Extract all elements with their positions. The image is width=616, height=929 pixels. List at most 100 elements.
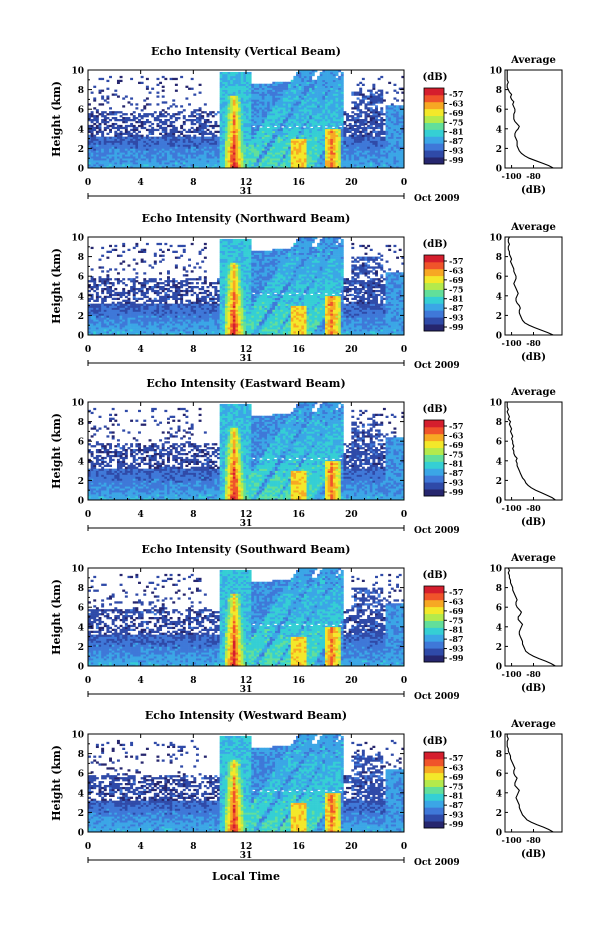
heatmap-cell	[143, 309, 147, 312]
heatmap-cell	[172, 132, 176, 135]
heatmap-cell	[314, 109, 318, 112]
heatmap-cell	[369, 93, 373, 96]
heatmap-cell	[301, 85, 305, 88]
heatmap-cell	[185, 144, 189, 147]
heatmap-cell	[364, 95, 368, 98]
heatmap-cell	[340, 154, 344, 157]
heatmap-cell	[209, 148, 213, 151]
heatmap-cell	[172, 158, 176, 161]
heatmap-cell	[325, 117, 328, 120]
heatmap-cell	[201, 134, 205, 137]
heatmap-cell	[251, 140, 255, 143]
heatmap-cell	[309, 130, 313, 134]
heatmap-cell	[151, 140, 155, 143]
heatmap-cell	[248, 115, 252, 118]
heatmap-cell	[401, 109, 405, 112]
heatmap-cell	[261, 117, 265, 120]
heatmap-cell	[138, 333, 141, 336]
heatmap-cell	[90, 162, 94, 165]
average-y-tick-label: 10	[489, 67, 502, 77]
heatmap-cell	[93, 126, 97, 130]
heatmap-cell	[124, 144, 128, 147]
heatmap-cell	[93, 152, 97, 155]
heatmap-cell	[114, 126, 118, 130]
heatmap-cell	[151, 160, 155, 163]
heatmap-cell	[148, 154, 152, 157]
heatmap-cell	[277, 162, 281, 165]
heatmap-cell	[359, 158, 363, 161]
heatmap-cell	[222, 132, 226, 135]
heatmap-cell	[145, 166, 149, 169]
heatmap-cell	[290, 130, 294, 134]
heatmap-cell	[353, 138, 357, 141]
heatmap-cell	[319, 142, 323, 145]
heatmap-cell	[277, 160, 281, 163]
heatmap-cell	[195, 140, 199, 143]
heatmap-cell	[296, 138, 299, 141]
heatmap-cell	[335, 71, 339, 75]
heatmap-cell	[135, 327, 139, 330]
heatmap-cell	[309, 134, 313, 137]
heatmap-cell	[285, 97, 289, 100]
heatmap-cell	[356, 105, 360, 108]
heatmap-cell	[122, 144, 126, 147]
heatmap-cell	[325, 87, 328, 90]
heatmap-cell	[348, 148, 352, 151]
heatmap-cell	[138, 287, 141, 291]
heatmap-cell	[119, 152, 123, 155]
heatmap-cell	[240, 97, 244, 100]
heatmap-cell	[330, 146, 334, 149]
heatmap-cell	[325, 164, 328, 167]
heatmap-cell	[90, 126, 94, 130]
heatmap-cell	[309, 150, 313, 153]
heatmap-cell	[259, 132, 263, 135]
heatmap-cell	[367, 115, 371, 118]
heatmap-cell	[101, 313, 105, 316]
heatmap-cell	[148, 280, 152, 283]
heatmap-cell	[261, 93, 265, 96]
heatmap-cell	[174, 136, 178, 139]
heatmap-cell	[359, 99, 363, 102]
heatmap-cell	[230, 105, 234, 108]
heatmap-cell	[93, 278, 97, 281]
heatmap-cell	[259, 120, 263, 124]
heatmap-cell	[269, 101, 273, 104]
heatmap-cell	[222, 152, 226, 155]
heatmap-cell	[380, 117, 384, 120]
heatmap-cell	[88, 124, 91, 128]
heatmap-cell	[198, 150, 202, 153]
heatmap-cell	[224, 119, 228, 122]
heatmap-cell	[317, 101, 321, 104]
heatmap-cell	[114, 117, 118, 120]
heatmap-cell	[332, 71, 336, 75]
heatmap-cell	[111, 307, 115, 310]
heatmap-cell	[332, 160, 336, 163]
heatmap-cell	[401, 115, 405, 118]
heatmap-cell	[140, 150, 144, 153]
heatmap-cell	[148, 113, 152, 116]
heatmap-cell	[138, 297, 141, 301]
heatmap-cell	[109, 128, 112, 132]
heatmap-cell	[114, 150, 118, 153]
heatmap-cell	[203, 160, 207, 163]
heatmap-cell	[101, 97, 105, 100]
heatmap-cell	[124, 291, 128, 295]
heatmap-cell	[369, 126, 373, 130]
heatmap-cell	[132, 297, 136, 301]
heatmap-cell	[127, 142, 131, 145]
heatmap-cell	[224, 87, 228, 90]
heatmap-cell	[201, 111, 205, 114]
heatmap-cell	[259, 142, 263, 145]
heatmap-cell	[130, 124, 134, 128]
heatmap-cell	[227, 119, 231, 122]
heatmap-cell	[301, 115, 305, 118]
heatmap-cell	[274, 111, 278, 114]
heatmap-cell	[325, 136, 328, 139]
heatmap-cell	[327, 113, 331, 116]
heatmap-cell	[272, 154, 276, 157]
heatmap-cell	[272, 122, 276, 126]
heatmap-cell	[282, 144, 286, 147]
heatmap-cell	[193, 158, 197, 161]
heatmap-cell	[285, 93, 289, 96]
heatmap-cell	[151, 130, 155, 134]
